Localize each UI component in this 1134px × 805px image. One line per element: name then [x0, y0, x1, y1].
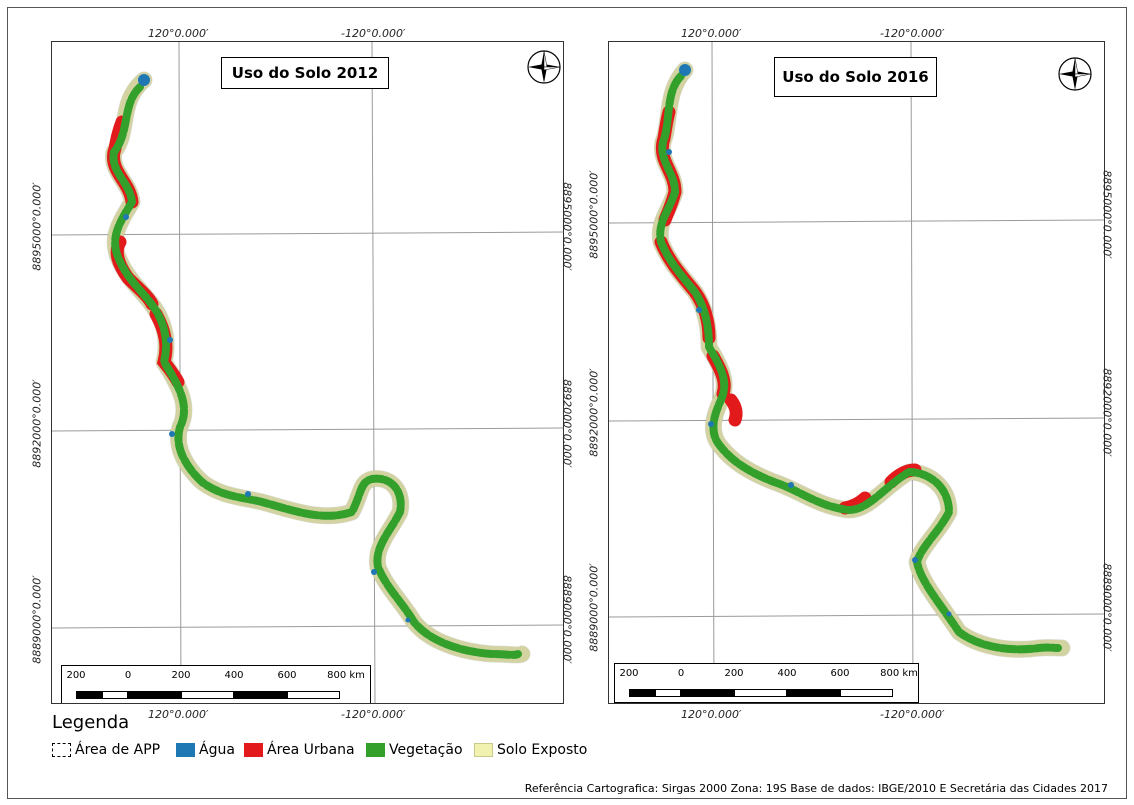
- legend-label: Área Urbana: [267, 742, 355, 758]
- water-bodies: [666, 64, 952, 617]
- map-panel-2012: Uso do Solo 2012 200 0 200 400 600 800 k…: [51, 41, 564, 704]
- legend-item-bare-soil: Solo Exposto: [474, 742, 587, 758]
- scale-bar: 200 0 200 400 600 800 km: [61, 665, 371, 703]
- left-coord-label: 8895000°0.000′: [587, 170, 601, 259]
- scale-label: 200: [66, 670, 86, 681]
- legend-swatch: [176, 743, 195, 757]
- bottom-coord-label: 120°0.000′: [681, 708, 742, 721]
- scale-label: 800 km: [880, 668, 918, 679]
- vegetation: [656, 72, 1062, 654]
- north-arrow-compass-icon: [527, 50, 561, 84]
- legend-label: Solo Exposto: [497, 742, 588, 758]
- left-coord-label: 8889000°0.000′: [30, 575, 44, 664]
- map-footer-credits: Referência Cartografica: Sirgas 2000 Zon…: [524, 782, 1108, 795]
- scale-label: 200: [724, 668, 744, 679]
- bottom-coord-label: 120°0.000′: [148, 708, 209, 721]
- map-canvas-2016: [609, 42, 1104, 703]
- legend-label: Vegetação: [389, 742, 463, 758]
- scale-label: 200: [171, 670, 191, 681]
- right-coord-label: 8895000°0.000′: [560, 182, 574, 271]
- top-coord-label: 120°0.000′: [681, 27, 742, 40]
- right-coord-label: 8889000°0.000′: [560, 575, 574, 664]
- scale-label: 0: [124, 670, 132, 681]
- legend-label: Área de APP: [75, 742, 161, 758]
- scale-label: 400: [224, 670, 244, 681]
- legend-swatch: [52, 743, 71, 757]
- top-coord-label: 120°0.000′: [148, 27, 209, 40]
- water-bodies: [123, 74, 411, 623]
- legend-item-app: Área de APP: [52, 742, 160, 758]
- legend-item-urban: Área Urbana: [244, 742, 355, 758]
- map-panel-2016: Uso do Solo 2016 200 0 200 400 600 800 k…: [608, 41, 1105, 704]
- scale-label: 600: [830, 668, 850, 679]
- left-coord-label: 8889000°0.000′: [587, 563, 601, 652]
- right-coord-label: 8892000°0.000′: [1100, 368, 1114, 457]
- right-coord-label: 8895000°0.000′: [1100, 170, 1114, 259]
- bottom-coord-label: -120°0.000′: [880, 708, 945, 721]
- right-coord-label: 8892000°0.000′: [560, 379, 574, 468]
- map-canvas-2012: [52, 42, 563, 703]
- legend-title: Legenda: [52, 712, 130, 733]
- north-arrow-compass-icon: [1058, 57, 1092, 91]
- legend-item-vegetation: Vegetação: [366, 742, 463, 758]
- scale-label: 200: [619, 668, 639, 679]
- legend-swatch: [474, 743, 493, 757]
- top-coord-label: -120°0.000′: [880, 27, 945, 40]
- left-coord-label: 8892000°0.000′: [30, 379, 44, 468]
- legend-swatch: [244, 743, 263, 757]
- legend-swatch: [366, 743, 385, 757]
- scale-label: 800 km: [327, 670, 365, 681]
- top-coord-label: -120°0.000′: [341, 27, 406, 40]
- map-title: Uso do Solo 2016: [774, 57, 937, 97]
- legend-label: Água: [199, 742, 235, 758]
- graticule: [609, 42, 1104, 703]
- right-coord-label: 8889000°0.000′: [1100, 563, 1114, 652]
- vegetation: [109, 83, 522, 659]
- scale-label: 400: [777, 668, 797, 679]
- scale-label: 600: [277, 670, 297, 681]
- scale-label: 0: [677, 668, 685, 679]
- left-coord-label: 8895000°0.000′: [30, 182, 44, 271]
- bottom-coord-label: -120°0.000′: [341, 708, 406, 721]
- legend-item-water: Água: [176, 742, 235, 758]
- left-coord-label: 8892000°0.000′: [587, 368, 601, 457]
- map-sheet: [7, 7, 1127, 799]
- map-title: Uso do Solo 2012: [221, 57, 389, 89]
- scale-bar: 200 0 200 400 600 800 km: [614, 663, 919, 703]
